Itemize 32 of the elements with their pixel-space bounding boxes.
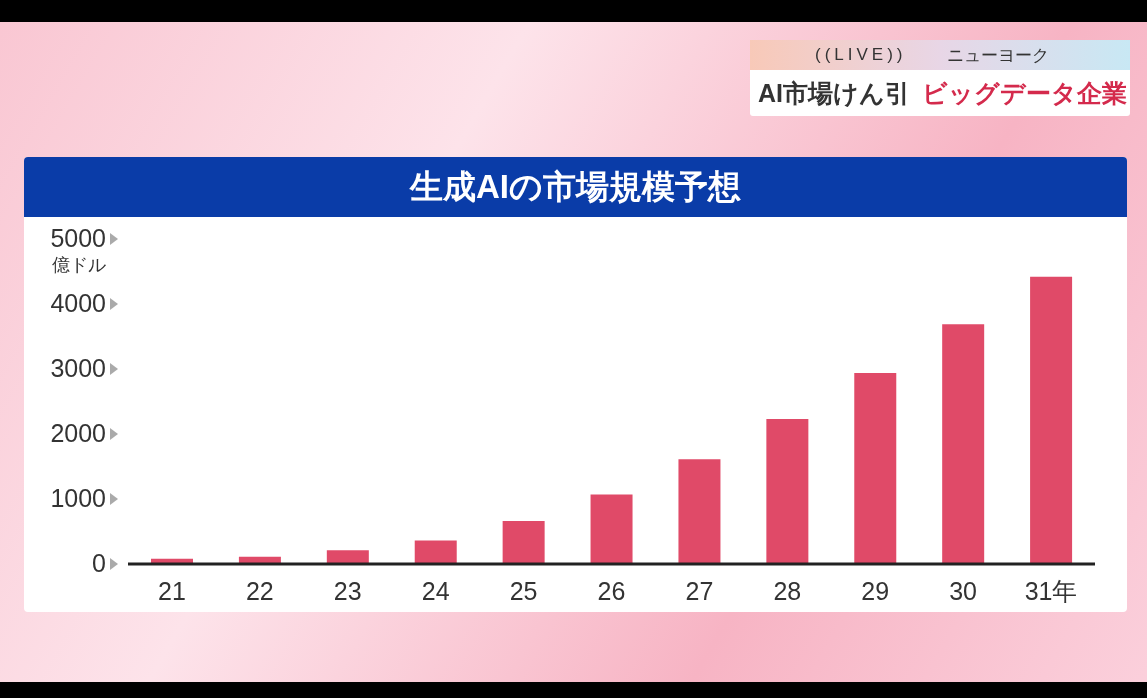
y-tick-label: 4000 xyxy=(50,289,106,317)
bar xyxy=(326,550,369,564)
x-tick-label: 22 xyxy=(245,577,274,605)
x-tick-label: 30 xyxy=(949,577,978,605)
text: ((LIVE)) xyxy=(815,45,907,65)
x-tick-label: 25 xyxy=(509,577,538,605)
y-tick-label: 2000 xyxy=(50,419,106,447)
x-tick-label: 29 xyxy=(861,577,890,605)
text: ニューヨーク xyxy=(946,44,1049,67)
y-tick-label: 5000 xyxy=(50,224,106,252)
bar xyxy=(678,459,721,564)
x-tick-label: 31年 xyxy=(1024,577,1078,605)
bar xyxy=(766,419,809,564)
bar xyxy=(590,494,633,564)
y-tick-label: 0 xyxy=(92,549,106,577)
x-tick-label: 27 xyxy=(685,577,714,605)
bar xyxy=(854,372,897,564)
y-axis-title: 億ドル xyxy=(51,254,107,277)
bar xyxy=(942,324,985,564)
bar xyxy=(502,521,545,564)
x-tick-label: 26 xyxy=(597,577,626,605)
x-tick-label: 28 xyxy=(773,577,802,605)
text: ビッグデータ企業 xyxy=(922,77,1127,109)
y-tick-label: 1000 xyxy=(50,484,106,512)
text: AI市場けん引 xyxy=(758,77,910,109)
x-tick-label: 21 xyxy=(158,577,186,605)
x-tick-label: 23 xyxy=(333,577,362,605)
x-tick-label: 24 xyxy=(421,577,450,605)
y-tick-label: 3000 xyxy=(50,354,106,382)
bar xyxy=(1030,276,1073,564)
bar xyxy=(414,540,457,564)
chart-title: 生成AIの市場規模予想 xyxy=(24,157,1127,217)
